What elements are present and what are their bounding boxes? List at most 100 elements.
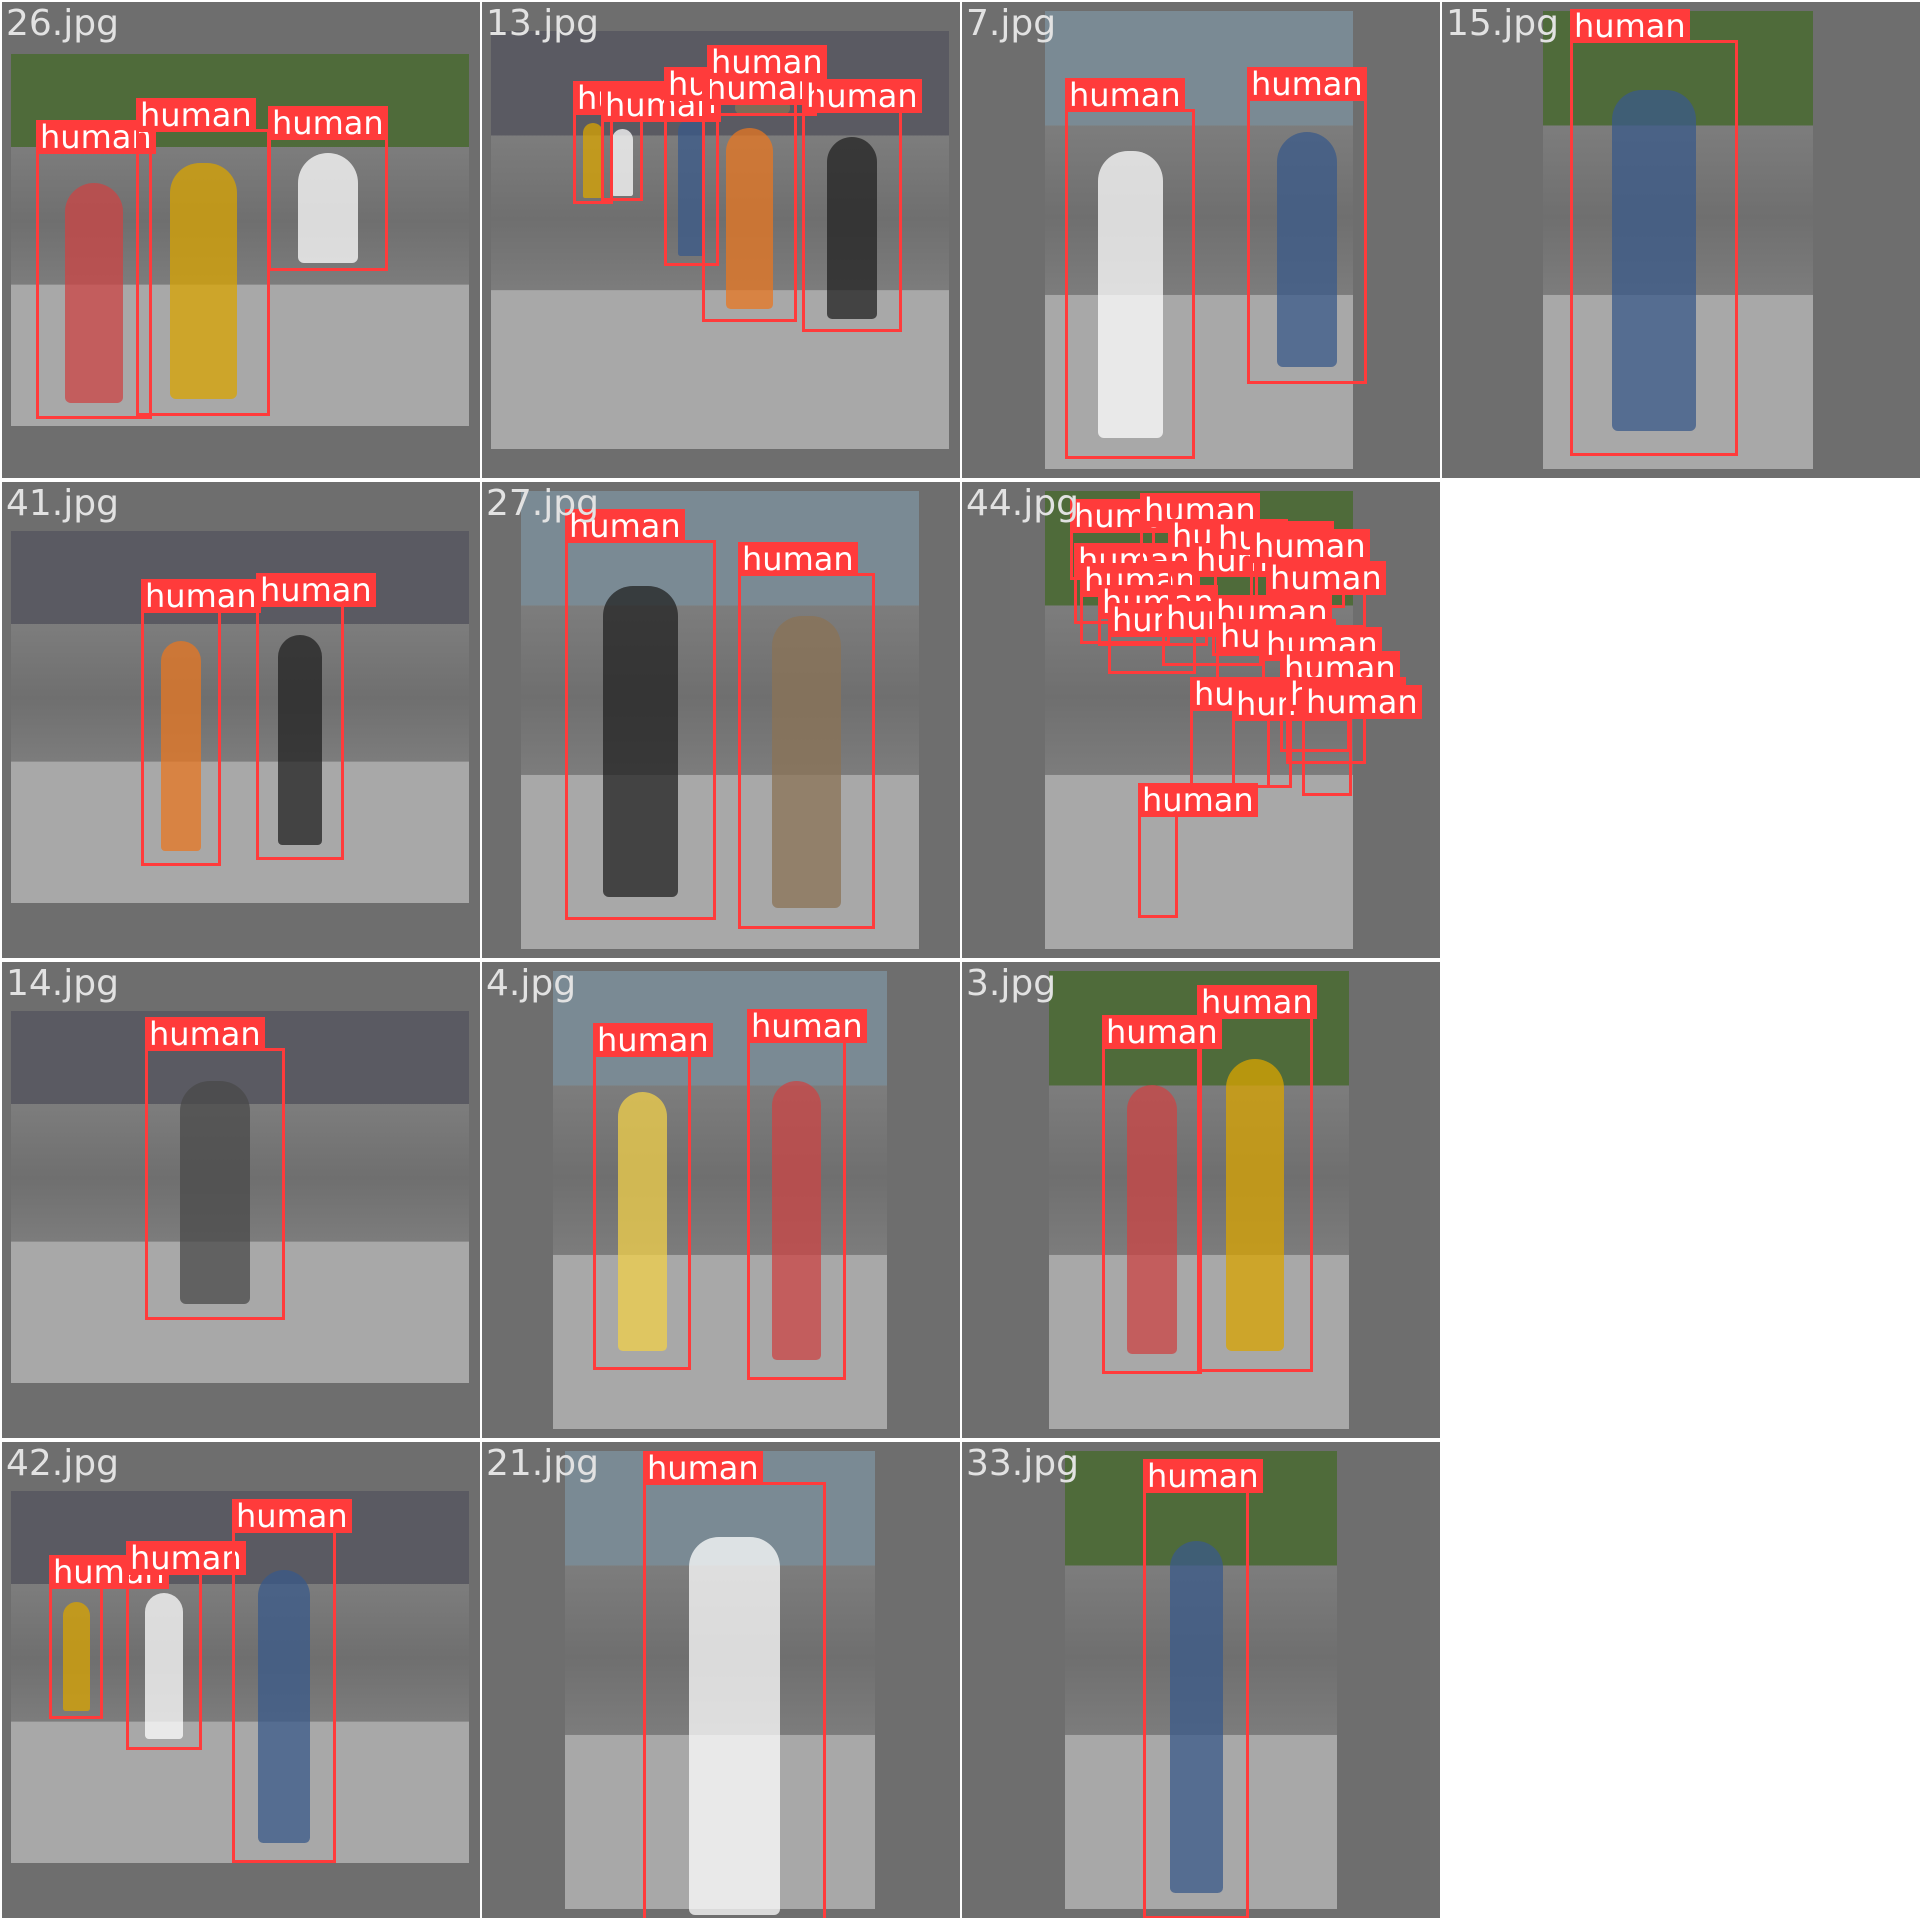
tile-filename: 26.jpg bbox=[6, 3, 119, 44]
image-tile: 44.jpg human human human human human human huma… bbox=[962, 482, 1440, 958]
person-figure bbox=[62, 1601, 90, 1711]
detection-box: human bbox=[1102, 1015, 1222, 1374]
tile-filename: 44.jpg bbox=[966, 483, 1079, 524]
tile-filename: 33.jpg bbox=[966, 1443, 1079, 1484]
detection-label: human bbox=[141, 579, 261, 613]
image-tile: 41.jpg human human bbox=[2, 482, 480, 958]
person-figure bbox=[725, 128, 774, 309]
detection-label: human bbox=[601, 88, 721, 122]
person-figure bbox=[1226, 1058, 1284, 1351]
detection-label: human bbox=[232, 1499, 352, 1533]
detection-box: human bbox=[1302, 685, 1422, 796]
person-figure bbox=[688, 1537, 781, 1916]
image-tile: 26.jpg human human human bbox=[2, 2, 480, 478]
person-figure bbox=[161, 640, 201, 851]
tile-filename: 21.jpg bbox=[486, 1443, 599, 1484]
detection-label: human bbox=[643, 1451, 763, 1485]
tile-filename: 7.jpg bbox=[966, 3, 1057, 44]
detection-label: human bbox=[1065, 78, 1185, 112]
person-figure bbox=[772, 615, 841, 908]
person-figure bbox=[145, 1593, 183, 1740]
detection-box: human bbox=[1143, 1459, 1263, 1918]
image-tile: 3.jpg human human bbox=[962, 962, 1440, 1438]
person-figure bbox=[617, 1091, 667, 1352]
tile-filename: 42.jpg bbox=[6, 1443, 119, 1484]
detection-box: human bbox=[1197, 985, 1317, 1372]
detection-box: human bbox=[1247, 67, 1367, 384]
detection-label: human bbox=[1197, 985, 1317, 1019]
image-tile: 27.jpg human human bbox=[482, 482, 960, 958]
person-figure bbox=[771, 1080, 822, 1360]
detection-box: human bbox=[49, 1555, 169, 1719]
person-figure bbox=[1169, 1541, 1223, 1894]
detection-label: human bbox=[1247, 67, 1367, 101]
detection-box: human bbox=[643, 1451, 826, 1918]
detection-box: human bbox=[268, 106, 388, 271]
detection-box: human bbox=[36, 120, 156, 419]
detection-label: human bbox=[126, 1541, 246, 1575]
image-tile: 7.jpg human human bbox=[962, 2, 1440, 478]
person-figure bbox=[1127, 1085, 1177, 1355]
image-tile: 15.jpg human bbox=[1442, 2, 1920, 478]
detection-label: human bbox=[1302, 685, 1422, 719]
tile-filename: 13.jpg bbox=[486, 3, 599, 44]
detection-box: human bbox=[145, 1017, 285, 1320]
person-figure bbox=[180, 1080, 250, 1304]
detection-label: human bbox=[1138, 783, 1258, 817]
person-figure bbox=[1097, 151, 1163, 438]
detection-label: human bbox=[707, 45, 827, 79]
detection-box: human bbox=[565, 509, 716, 920]
detection-box: human bbox=[747, 1009, 867, 1380]
detection-label: human bbox=[1266, 561, 1386, 595]
image-tile: 4.jpg human human bbox=[482, 962, 960, 1438]
person-figure bbox=[258, 1569, 310, 1843]
image-tile: 42.jpg human human human bbox=[2, 1442, 480, 1918]
detection-label: human bbox=[268, 106, 388, 140]
detection-box: human bbox=[1065, 78, 1195, 459]
detection-label: human bbox=[256, 573, 376, 607]
detection-box: human bbox=[1138, 783, 1258, 918]
tile-filename: 41.jpg bbox=[6, 483, 119, 524]
person-figure bbox=[65, 183, 123, 403]
person-figure bbox=[1612, 89, 1696, 432]
detection-label: human bbox=[802, 79, 922, 113]
person-figure bbox=[1277, 132, 1337, 367]
person-figure bbox=[583, 123, 603, 199]
detection-box: human bbox=[1266, 561, 1386, 628]
tile-filename: 4.jpg bbox=[486, 963, 577, 1004]
detection-box: human bbox=[256, 573, 376, 860]
image-tile: 33.jpg human bbox=[962, 1442, 1440, 1918]
detection-label: human bbox=[1570, 9, 1690, 43]
detection-box: human bbox=[136, 98, 270, 416]
detection-label: human bbox=[1143, 1459, 1263, 1493]
detection-box: human bbox=[232, 1499, 352, 1863]
detection-box: human bbox=[1570, 9, 1738, 456]
detection-box: human bbox=[1232, 687, 1352, 788]
person-figure bbox=[602, 585, 679, 898]
detection-box: human bbox=[601, 88, 721, 201]
detection-label: human bbox=[738, 542, 858, 576]
detection-box: human bbox=[707, 45, 827, 116]
detection-label: human bbox=[747, 1009, 867, 1043]
tile-filename: 14.jpg bbox=[6, 963, 119, 1004]
detection-label: human bbox=[136, 98, 256, 132]
detection-box: human bbox=[141, 579, 261, 866]
detection-label: human bbox=[565, 509, 685, 543]
person-figure bbox=[278, 634, 322, 845]
person-figure bbox=[677, 118, 706, 256]
detection-box: human bbox=[126, 1541, 246, 1750]
tile-filename: 27.jpg bbox=[486, 483, 599, 524]
detection-box: human bbox=[802, 79, 922, 332]
person-figure bbox=[169, 163, 237, 399]
image-tile: 21.jpg human bbox=[482, 1442, 960, 1918]
image-tile: 14.jpg human bbox=[2, 962, 480, 1438]
person-figure bbox=[827, 136, 877, 319]
detection-box: human bbox=[702, 71, 822, 322]
detection-box: human bbox=[593, 1023, 713, 1370]
tile-filename: 15.jpg bbox=[1446, 3, 1559, 44]
detection-label: human bbox=[36, 120, 156, 154]
tile-filename: 3.jpg bbox=[966, 963, 1057, 1004]
detection-label: human bbox=[593, 1023, 713, 1057]
